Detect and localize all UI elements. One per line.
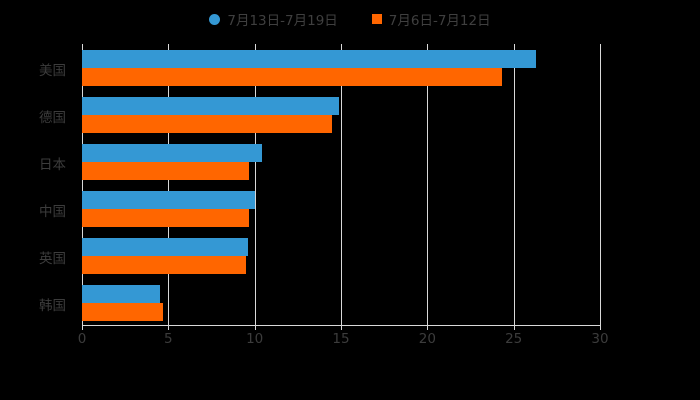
x-tick-0 <box>82 325 83 330</box>
bar[interactable] <box>82 162 250 181</box>
x-tick-20 <box>427 325 429 330</box>
x-tick-30 <box>600 325 601 330</box>
gridline-30 <box>600 44 601 325</box>
chart-legend: 7月13日-7月19日 7月6日-7月12日 <box>0 8 700 30</box>
bar[interactable] <box>82 255 247 274</box>
x-tick-label: 15 <box>332 331 350 347</box>
x-tick-15 <box>341 325 342 330</box>
category-axis-labels: 美国德国日本中国英国韩国 <box>0 44 74 325</box>
legend-item-1[interactable]: 7月6日-7月12日 <box>371 9 491 29</box>
bar-group <box>82 144 600 181</box>
gridline-5 <box>168 44 170 325</box>
legend-marker-square-icon <box>371 14 382 24</box>
legend-label: 7月13日-7月19日 <box>227 13 338 29</box>
x-tick-25 <box>513 325 515 330</box>
bar[interactable] <box>82 68 502 87</box>
x-tick-label: 30 <box>591 331 609 347</box>
gridline-15 <box>341 44 342 325</box>
x-tick-5 <box>168 325 170 330</box>
bar[interactable] <box>82 208 250 227</box>
legend-item-0[interactable]: 7月13日-7月19日 <box>209 9 338 29</box>
gridline-10 <box>254 44 256 325</box>
legend-marker-circle-icon <box>209 13 221 25</box>
bar[interactable] <box>82 50 537 69</box>
gridline-0 <box>82 44 83 325</box>
bar-group <box>82 97 600 134</box>
bar[interactable] <box>82 115 333 134</box>
x-tick-label: 25 <box>505 331 523 347</box>
bar-group <box>82 237 600 274</box>
bar[interactable] <box>82 97 340 116</box>
bar-group <box>82 50 600 87</box>
x-tick-label: 10 <box>246 331 264 347</box>
gridline-20 <box>427 44 429 325</box>
category-label: 英国 <box>39 250 66 267</box>
bar[interactable] <box>82 302 164 321</box>
x-tick-label: 0 <box>77 331 87 347</box>
bar-group <box>82 190 600 227</box>
category-label: 韩国 <box>39 297 66 314</box>
category-label: 日本 <box>39 157 66 174</box>
bar[interactable] <box>82 237 248 256</box>
gridline-25 <box>513 44 515 325</box>
bar[interactable] <box>82 284 160 303</box>
plot-area <box>82 44 601 325</box>
legend-label: 7月6日-7月12日 <box>388 13 491 29</box>
category-label: 中国 <box>39 203 66 220</box>
category-label: 德国 <box>39 110 66 127</box>
bar-group <box>82 284 600 321</box>
x-tick-label: 20 <box>418 331 436 347</box>
bar[interactable] <box>82 144 262 163</box>
x-tick-label: 5 <box>164 331 173 347</box>
x-tick-10 <box>254 325 256 330</box>
category-label: 美国 <box>39 63 66 80</box>
bar[interactable] <box>82 190 255 209</box>
